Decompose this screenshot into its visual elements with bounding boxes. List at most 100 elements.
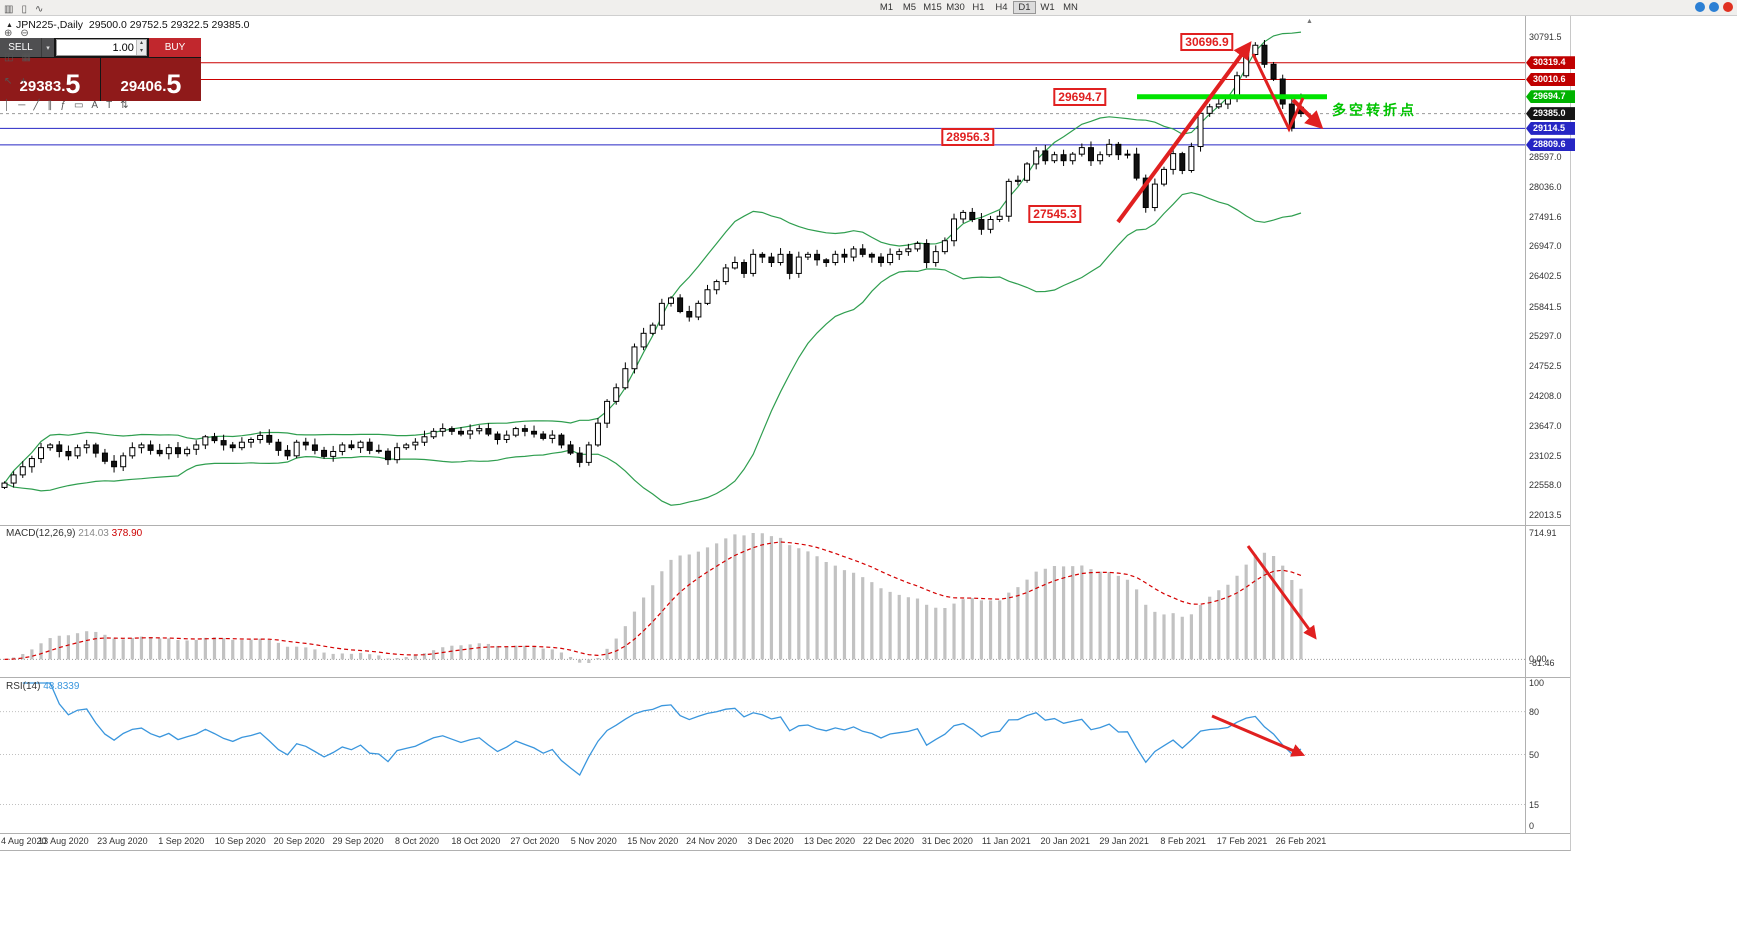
line-chart-icon: ∿ (34, 4, 44, 15)
main-toolbar: ▦▤▤新订单✉⊙▣▶自动交易▥▯∿⊕⊖◫▦↖+│─╱∥ƒ▭AT⇅ M1M5M15… (0, 0, 1737, 111)
collapse-icon[interactable]: ▲ (6, 22, 13, 29)
trend-arrow[interactable] (1246, 545, 1317, 640)
tile-windows-icon[interactable]: ◫ (0, 51, 17, 64)
timeframe-m30[interactable]: M30 (946, 2, 965, 13)
date-axis-label: 22 Dec 2020 (862, 836, 914, 846)
volume-down-icon[interactable]: ▾ (135, 47, 146, 55)
price-axis-tick: 26402.5 (1529, 271, 1562, 281)
date-axis-label: 18 Oct 2020 (451, 836, 501, 846)
macd-main-value: 214.03 (78, 528, 109, 539)
candlestick-chart-icon: ▯ (21, 4, 27, 15)
price-axis-tick: 25841.5 (1529, 301, 1562, 312)
price-axis-tick: 24208.0 (1529, 390, 1562, 401)
auto-arrange-icon[interactable]: ▦ (17, 51, 34, 64)
timeframe-h4[interactable]: H4 (995, 2, 1008, 13)
timeframe-m15[interactable]: M15 (923, 2, 942, 13)
one-click-trading-panel: SELL ▾ ▴ ▾ BUY 29383.5 29406.5 (0, 38, 201, 101)
community-icon[interactable] (1709, 2, 1719, 12)
price-callout-28956.3: 28956.3 (941, 127, 995, 146)
volume-input[interactable] (57, 40, 136, 55)
macd-signal-value: 378.90 (111, 528, 143, 539)
macd-axis-tick: 714.91 (1529, 528, 1557, 538)
rsi-label: RSI(14) 48.8339 (6, 681, 79, 692)
macd-signal-line (4, 541, 1302, 660)
channel-icon[interactable]: ∥ (43, 99, 56, 112)
support-icon[interactable] (1695, 2, 1705, 12)
date-axis-label: 13 Dec 2020 (803, 836, 856, 846)
rsi-axis-tick: 15 (1529, 799, 1540, 810)
volume-up-icon[interactable]: ▴ (135, 40, 146, 48)
sell-price-big-digit: 5 (65, 69, 81, 99)
price-axis-tick: 22558.0 (1529, 480, 1562, 491)
fibonacci-icon[interactable]: ƒ (56, 99, 70, 112)
bars-chart-icon: ▥ (4, 4, 14, 15)
chart-scroll-marker[interactable]: ▲ (1306, 18, 1313, 25)
date-axis-label: 8 Oct 2020 (394, 836, 440, 846)
buy-button[interactable]: BUY (149, 38, 201, 57)
price-tag-29114.5: 29114.5 (1526, 121, 1575, 135)
toolbar-left-groups: ▦▤▤新订单✉⊙▣▶自动交易▥▯∿⊕⊖◫▦↖+│─╱∥ƒ▭AT⇅ (0, 0, 133, 112)
rsi-name: RSI(14) (6, 681, 41, 692)
sell-price: 29383. (19, 78, 66, 95)
trend-arrow[interactable] (1116, 41, 1252, 224)
price-tag-28809.6: 28809.6 (1526, 138, 1575, 152)
candles-layer (1, 40, 1304, 490)
date-axis-label: 17 Feb 2021 (1216, 836, 1268, 846)
crosshair-icon: + (20, 76, 27, 87)
timeframe-mn[interactable]: MN (1063, 2, 1078, 13)
date-axis-label: 4 Aug 2020 (1, 836, 47, 846)
rsi-value: 48.8339 (43, 681, 80, 692)
price-axis-tick: 23102.5 (1529, 450, 1562, 461)
price-callout-30696.9: 30696.9 (1180, 33, 1234, 52)
timeframe-w1[interactable]: W1 (1040, 2, 1055, 13)
bars-chart-icon[interactable]: ▥ (0, 3, 17, 16)
text-icon[interactable]: A (87, 99, 102, 112)
macd-histogram (12, 533, 1303, 663)
vertical-line-icon: │ (4, 100, 11, 111)
rsi-line (22, 682, 1302, 776)
sell-button[interactable]: SELL (0, 38, 41, 57)
trend-arrow[interactable] (1291, 98, 1324, 130)
timeframe-d1[interactable]: D1 (1013, 1, 1036, 14)
trend-arrow[interactable] (1251, 53, 1305, 133)
date-axis-label: 29 Sep 2020 (332, 836, 384, 846)
sell-price-button[interactable]: 29383. 5 (0, 58, 100, 101)
channel-icon: ∥ (47, 100, 53, 111)
zoom-out-icon[interactable]: ⊖ (16, 27, 32, 40)
cursor-icon[interactable]: ↖ (0, 75, 16, 88)
label-icon[interactable]: T (102, 99, 116, 112)
rsi-axis-tick: 0 (1529, 821, 1535, 831)
price-axis-tick: 28597.0 (1529, 151, 1562, 162)
rsi-axis-tick: 50 (1529, 749, 1540, 760)
price-axis-tick: 23647.0 (1529, 421, 1562, 432)
timeframe-m5[interactable]: M5 (902, 2, 917, 13)
record-icon[interactable] (1723, 2, 1733, 12)
zoom-out-icon: ⊖ (20, 28, 29, 39)
buy-price: 29406. (120, 78, 167, 95)
line-chart-icon[interactable]: ∿ (31, 3, 47, 16)
candlestick-chart-icon[interactable]: ▯ (17, 3, 31, 16)
timeframe-h1[interactable]: H1 (972, 2, 985, 13)
date-axis-label: 26 Feb 2021 (1275, 836, 1327, 846)
trend-arrow[interactable] (1211, 714, 1306, 757)
price-tag-30319.4: 30319.4 (1526, 56, 1575, 70)
date-axis-label: 13 Aug 2020 (38, 836, 89, 846)
sell-options-caret-icon[interactable]: ▾ (41, 38, 54, 57)
buy-price-button[interactable]: 29406. 5 (101, 58, 201, 101)
buy-price-big-digit: 5 (166, 69, 182, 99)
arrows-list-icon: ⇅ (120, 100, 129, 111)
date-axis-label: 8 Feb 2021 (1160, 836, 1206, 846)
horizontal-line-icon[interactable]: ─ (14, 99, 29, 112)
date-axis-label: 27 Oct 2020 (510, 836, 560, 846)
trendline-icon: ╱ (33, 100, 40, 111)
vertical-line-icon[interactable]: │ (0, 99, 14, 112)
timeframe-m1[interactable]: M1 (879, 2, 894, 13)
crosshair-icon[interactable]: + (16, 75, 30, 88)
zoom-in-icon[interactable]: ⊕ (0, 27, 16, 40)
date-axis-label: 11 Jan 2021 (981, 836, 1031, 846)
trendline-icon[interactable]: ╱ (29, 99, 43, 112)
date-axis-label: 20 Sep 2020 (273, 836, 325, 846)
arrows-list-icon[interactable]: ⇅ (116, 99, 132, 112)
shapes-icon[interactable]: ▭ (70, 99, 87, 112)
